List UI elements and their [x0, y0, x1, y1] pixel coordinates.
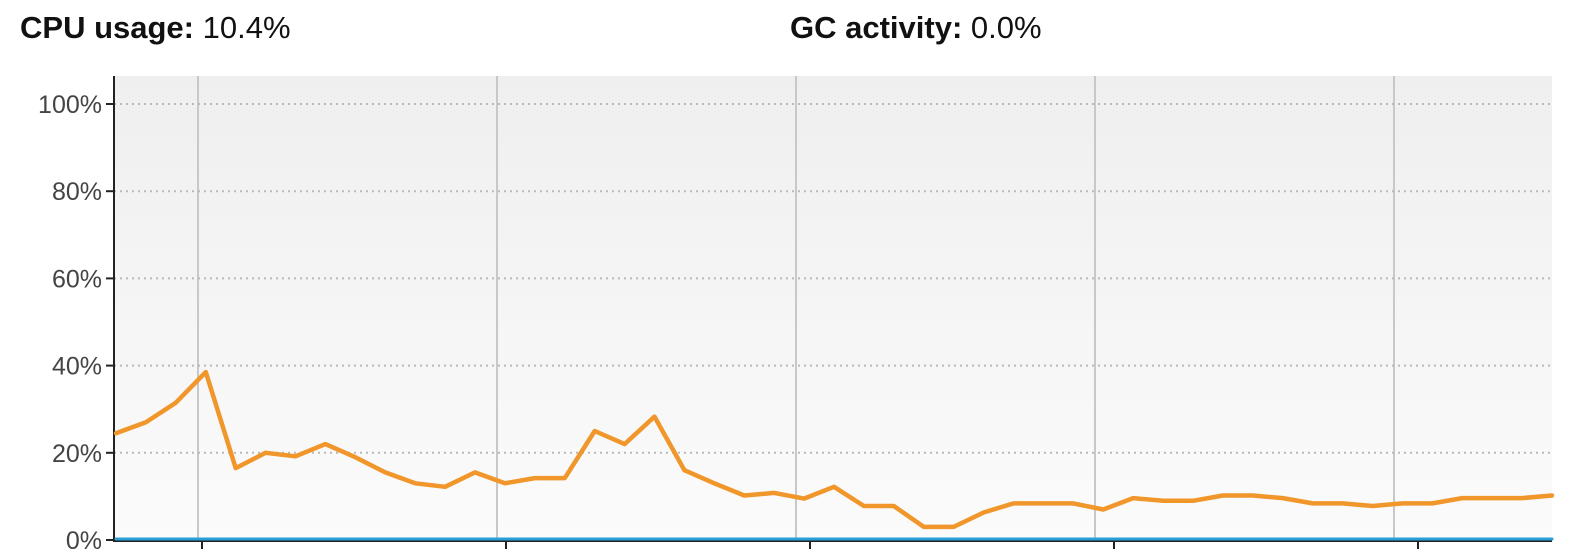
y-tick-label: 80%: [52, 178, 102, 206]
y-tick-label: 60%: [52, 265, 102, 293]
cpu-usage-value: 10.4%: [202, 10, 291, 45]
y-tick-label: 20%: [52, 440, 102, 468]
stats-header: CPU usage: 10.4% GC activity: 0.0%: [0, 10, 1576, 54]
cpu-usage-label: CPU usage:: [20, 10, 194, 45]
plot-background: [114, 76, 1552, 540]
y-tick-label: 100%: [38, 91, 102, 119]
gc-activity-stat: GC activity: 0.0%: [790, 10, 1042, 46]
cpu-usage-stat: CPU usage: 10.4%: [20, 10, 291, 46]
cpu-usage-series-line: [113, 369, 1555, 530]
gc-activity-value: 0.0%: [970, 10, 1042, 45]
y-tick-label: 40%: [52, 353, 102, 381]
gc-activity-label: GC activity:: [790, 10, 963, 45]
y-tick-label: 0%: [66, 527, 102, 555]
